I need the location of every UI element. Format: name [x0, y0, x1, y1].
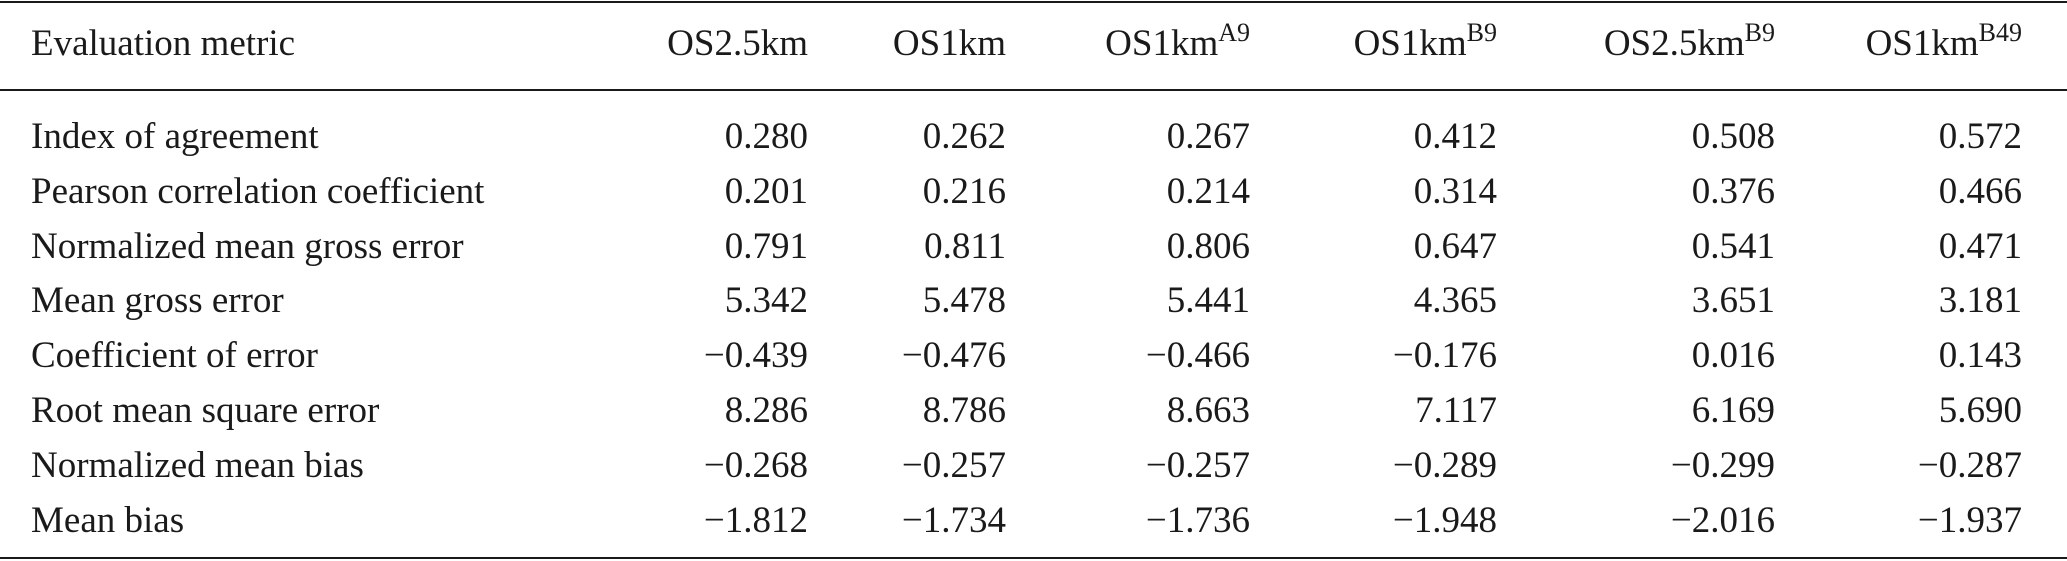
- row-value-cell: −1.937: [1917, 499, 2022, 541]
- header-column-6: OS1kmB49: [1865, 18, 2022, 64]
- row-value-cell: −1.812: [703, 499, 808, 541]
- row-value-cell: 5.342: [724, 280, 808, 322]
- row-metric-label: Normalized mean gross error: [31, 225, 464, 267]
- row-value-cell: 0.572: [1938, 116, 2022, 157]
- row-value-cell: 8.286: [724, 390, 808, 431]
- row-value-cell: 4.365: [1413, 280, 1497, 322]
- row-value-cell: 3.651: [1691, 280, 1775, 322]
- row-value-cell: −0.476: [901, 335, 1006, 377]
- table-header-row: Evaluation metric OS2.5km OS1km OS1kmA9 …: [0, 17, 2067, 71]
- row-value-cell: 0.806: [1166, 225, 1250, 267]
- table-row: Root mean square error 8.286 8.786 8.663 7.1…: [0, 384, 2067, 438]
- row-value-cell: 0.647: [1413, 225, 1497, 267]
- header-column-2: OS1km: [892, 23, 1006, 64]
- table-row: Normalized mean gross error 0.791 0.811 0.8…: [0, 220, 2067, 274]
- row-value-cell: 5.690: [1938, 390, 2022, 431]
- row-value-cell: 0.314: [1413, 170, 1497, 212]
- row-value-cell: −0.466: [1145, 335, 1250, 377]
- table-row: Index of agreement 0.280 0.262 0.267 0.412 0.…: [0, 110, 2067, 164]
- row-value-cell: 0.541: [1691, 225, 1775, 267]
- row-value-cell: 0.376: [1691, 170, 1775, 212]
- row-value-cell: 0.471: [1938, 225, 2022, 267]
- row-metric-label: Mean gross error: [31, 280, 284, 322]
- row-value-cell: −2.016: [1670, 499, 1775, 541]
- header-column-4: OS1kmB9: [1353, 18, 1497, 64]
- row-value-cell: −0.268: [703, 444, 808, 486]
- header-column-5: OS2.5kmB9: [1603, 18, 1775, 64]
- row-metric-label: Mean bias: [31, 499, 185, 541]
- row-metric-label: Coefficient of error: [31, 335, 318, 377]
- row-value-cell: 0.214: [1166, 170, 1250, 212]
- row-value-cell: 0.412: [1413, 116, 1497, 157]
- row-value-cell: −0.176: [1392, 335, 1497, 377]
- row-value-cell: −0.299: [1670, 444, 1775, 486]
- row-value-cell: 0.201: [724, 170, 808, 212]
- row-metric-label: Index of agreement: [31, 116, 319, 157]
- header-column-3: OS1kmA9: [1105, 18, 1250, 64]
- row-value-cell: 0.143: [1938, 335, 2022, 377]
- row-value-cell: 0.508: [1691, 116, 1775, 157]
- row-value-cell: 5.441: [1166, 280, 1250, 322]
- row-value-cell: 0.811: [924, 225, 1006, 267]
- row-value-cell: 3.181: [1938, 280, 2022, 322]
- row-value-cell: 0.216: [922, 170, 1006, 212]
- row-value-cell: −0.257: [1145, 444, 1250, 486]
- row-value-cell: 0.267: [1166, 116, 1250, 157]
- table-top-rule: [0, 1, 2067, 3]
- row-value-cell: −0.439: [703, 335, 808, 377]
- row-value-cell: 0.016: [1691, 335, 1775, 377]
- row-value-cell: 5.478: [922, 280, 1006, 322]
- row-value-cell: 6.169: [1691, 390, 1775, 431]
- row-value-cell: 7.117: [1415, 390, 1497, 431]
- row-value-cell: −0.257: [901, 444, 1006, 486]
- row-metric-label: Normalized mean bias: [31, 444, 364, 486]
- row-value-cell: −1.736: [1145, 499, 1250, 541]
- row-value-cell: −0.289: [1392, 444, 1497, 486]
- header-metric-label: Evaluation metric: [31, 23, 296, 64]
- row-metric-label: Root mean square error: [31, 390, 380, 431]
- row-value-cell: 8.786: [922, 390, 1006, 431]
- row-value-cell: 0.466: [1938, 170, 2022, 212]
- row-value-cell: −1.948: [1392, 499, 1497, 541]
- table-row: Coefficient of error −0.439 −0.476 −0.466 −0…: [0, 329, 2067, 383]
- table-bottom-rule: [0, 557, 2067, 559]
- row-value-cell: 0.262: [922, 116, 1006, 157]
- table-row: Pearson correlation coefficient 0.201 0.21…: [0, 165, 2067, 219]
- table-row: Mean gross error 5.342 5.478 5.441 4.365 3.65…: [0, 274, 2067, 328]
- row-value-cell: −1.734: [901, 499, 1006, 541]
- row-metric-label: Pearson correlation coefficient: [31, 170, 485, 212]
- row-value-cell: 0.791: [724, 225, 808, 267]
- table-row: Normalized mean bias −0.268 −0.257 −0.257 −0…: [0, 439, 2067, 493]
- table-row: Mean bias −1.812 −1.734 −1.736 −1.948 −2.016 −…: [0, 494, 2067, 548]
- row-value-cell: 0.280: [724, 116, 808, 157]
- row-value-cell: 8.663: [1166, 390, 1250, 431]
- header-column-1: OS2.5km: [667, 23, 808, 64]
- row-value-cell: −0.287: [1917, 444, 2022, 486]
- table-header-rule: [0, 89, 2067, 91]
